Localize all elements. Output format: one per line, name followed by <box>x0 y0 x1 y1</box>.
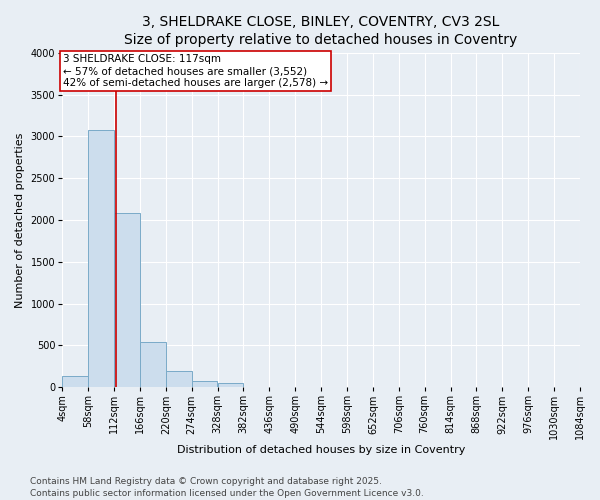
Bar <box>140 342 166 387</box>
Text: Contains HM Land Registry data © Crown copyright and database right 2025.
Contai: Contains HM Land Registry data © Crown c… <box>30 476 424 498</box>
Bar <box>166 370 191 387</box>
Bar <box>192 380 217 387</box>
Title: 3, SHELDRAKE CLOSE, BINLEY, COVENTRY, CV3 2SL
Size of property relative to detac: 3, SHELDRAKE CLOSE, BINLEY, COVENTRY, CV… <box>124 15 518 48</box>
Bar <box>62 376 88 387</box>
Bar <box>114 214 140 387</box>
X-axis label: Distribution of detached houses by size in Coventry: Distribution of detached houses by size … <box>177 445 466 455</box>
Bar <box>218 383 244 387</box>
Text: 3 SHELDRAKE CLOSE: 117sqm
← 57% of detached houses are smaller (3,552)
42% of se: 3 SHELDRAKE CLOSE: 117sqm ← 57% of detac… <box>63 54 328 88</box>
Y-axis label: Number of detached properties: Number of detached properties <box>15 132 25 308</box>
Bar <box>88 130 114 387</box>
